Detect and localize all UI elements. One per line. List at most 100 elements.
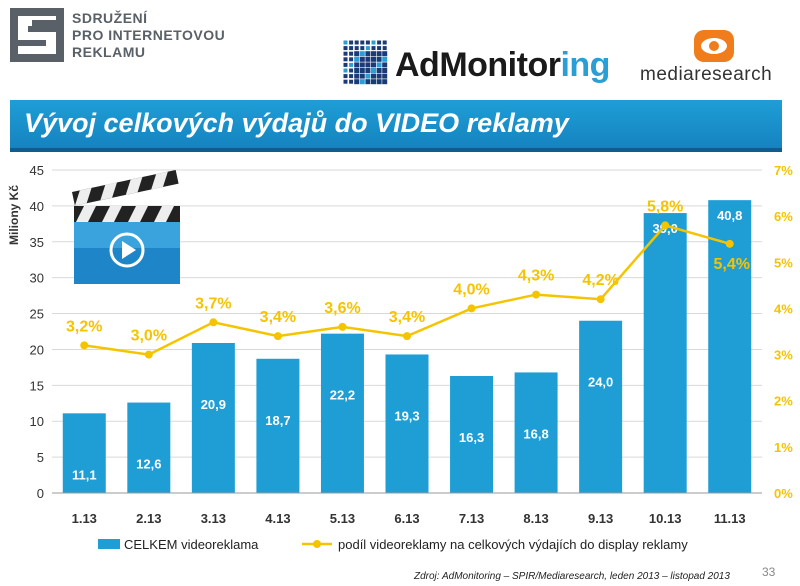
- y-tick-label: 20: [30, 342, 44, 357]
- bar: [385, 354, 429, 493]
- line-point: [661, 221, 670, 230]
- x-tick-label: 8.13: [523, 511, 548, 526]
- admonitoring-name-main: AdMonitor: [395, 46, 561, 84]
- x-tick-label: 5.13: [330, 511, 355, 526]
- page-number: 33: [762, 565, 776, 579]
- line-point: [338, 322, 347, 331]
- sir-line-1: SDRUŽENÍ: [72, 10, 148, 26]
- sir-line-2: PRO INTERNETOVOU: [72, 27, 226, 43]
- y-tick-label: 30: [30, 271, 44, 286]
- bar-value-label: 18,7: [265, 413, 290, 428]
- x-tick-label: 4.13: [265, 511, 290, 526]
- y-tick-label: 5: [37, 450, 44, 465]
- y-tick-label: 35: [30, 235, 44, 250]
- y-tick-label: 40: [30, 199, 44, 214]
- line-value-label: 3,4%: [389, 309, 425, 326]
- sir-logo: SDRUŽENÍ PRO INTERNETOVOU REKLAMU: [10, 6, 240, 68]
- x-tick-label: 6.13: [394, 511, 419, 526]
- admonitoring-name-accent: ing: [560, 46, 610, 84]
- y-tick-label: 15: [30, 378, 44, 393]
- bar: [127, 402, 171, 493]
- x-tick-label: 7.13: [459, 511, 484, 526]
- y2-tick-label: 6%: [774, 209, 793, 224]
- line-value-label: 3,4%: [260, 309, 296, 326]
- bar: [643, 213, 687, 494]
- x-tick-label: 1.13: [72, 511, 97, 526]
- y2-tick-label: 7%: [774, 163, 793, 178]
- page-title: Vývoj celkových výdajů do VIDEO reklamy: [24, 108, 569, 138]
- bar-value-label: 40,8: [717, 208, 742, 223]
- y2-tick-label: 2%: [774, 394, 793, 409]
- line-value-label: 4,2%: [582, 272, 618, 289]
- bar-series: 11,112,620,918,722,219,316,316,824,039,0…: [62, 200, 752, 494]
- bar-value-label: 19,3: [394, 408, 419, 423]
- admonitoring-grid-icon: [343, 40, 388, 85]
- sir-line-3: REKLAMU: [72, 44, 146, 60]
- line-value-label: 3,6%: [324, 300, 360, 317]
- y2-tick-label: 4%: [774, 301, 793, 316]
- line-point: [144, 350, 153, 359]
- bar: [320, 333, 364, 493]
- mediaresearch-eye-icon: [694, 30, 734, 62]
- line-point: [403, 332, 411, 341]
- line-point: [209, 318, 218, 327]
- legend-label-bar: CELKEM videoreklama: [124, 537, 259, 552]
- bar: [62, 413, 106, 493]
- sir-logo-text: SDRUŽENÍ PRO INTERNETOVOU REKLAMU: [72, 10, 225, 61]
- y2-tick-label: 3%: [774, 348, 793, 363]
- line-point: [467, 304, 476, 313]
- y2-tick-label: 1%: [774, 440, 793, 455]
- combo-chart: 11,112,620,918,722,219,316,316,824,039,0…: [7, 163, 793, 552]
- bar: [450, 376, 494, 493]
- y-tick-label: 25: [30, 307, 44, 322]
- title-banner: Vývoj celkových výdajů do VIDEO reklamy: [10, 100, 782, 152]
- line-value-label: 4,0%: [453, 281, 489, 298]
- bar-value-label: 12,6: [136, 457, 161, 472]
- clapperboard-icon: [72, 169, 180, 284]
- legend-marker-line: [313, 540, 321, 548]
- mediaresearch-logo: mediaresearch: [640, 28, 790, 92]
- line-value-label: 3,7%: [195, 295, 231, 312]
- bar: [191, 342, 235, 493]
- line-point: [532, 290, 541, 299]
- bar: [708, 200, 752, 493]
- line-series: 3,2% 3,0% 3,7% 3,4% 3,6% 3,4% 4,0% 4,3% 4,2% 5,8%…: [66, 198, 750, 359]
- x-tick-label: 3.13: [201, 511, 226, 526]
- bar: [256, 358, 300, 493]
- y2-tick-label: 0%: [774, 486, 793, 501]
- y-tick-label: 45: [30, 163, 44, 178]
- bar-value-label: 20,9: [201, 397, 226, 412]
- line-value-label: 5,4%: [713, 256, 749, 273]
- x-tick-label: 9.13: [588, 511, 613, 526]
- y-axis-label: Miliony Kč: [7, 185, 21, 245]
- line-point: [273, 332, 282, 341]
- bar-value-label: 16,3: [459, 430, 484, 445]
- line-value-label: 3,0%: [131, 328, 167, 345]
- mediaresearch-name: mediaresearch: [640, 64, 773, 85]
- admonitoring-name: AdMonitoring: [395, 46, 610, 85]
- bar-value-label: 11,1: [72, 467, 97, 482]
- x-tick-label: 10.13: [649, 511, 682, 526]
- legend-label-line: podíl videoreklamy na celkových výdajích…: [338, 537, 688, 552]
- bar-value-label: 22,2: [330, 388, 355, 403]
- x-tick-label: 11.13: [714, 511, 746, 526]
- axes: 0 5 10 15 20 25 30 35 40 45 0% 1% 2% 3% 4% 5% 6% 7% Milion…: [7, 163, 793, 526]
- legend-swatch-bar: [98, 539, 120, 549]
- bar-value-label: 24,0: [588, 375, 613, 390]
- x-tick-label: 2.13: [136, 511, 161, 526]
- bar: [579, 320, 623, 493]
- line-value-label: 3,2%: [66, 318, 102, 335]
- bar-value-label: 16,8: [523, 426, 548, 441]
- line-value-label: 4,3%: [518, 268, 554, 285]
- legend: CELKEM videoreklama podíl videoreklamy na…: [98, 537, 688, 552]
- y-tick-label: 10: [30, 414, 44, 429]
- line-point: [80, 341, 89, 350]
- y2-tick-label: 5%: [774, 255, 793, 270]
- line-point: [725, 239, 734, 248]
- sir-logo-icon: [10, 8, 64, 62]
- source-note: Zdroj: AdMonitoring – SPIR/Mediaresearch…: [414, 571, 730, 582]
- bar: [514, 372, 558, 493]
- play-icon: [109, 232, 145, 268]
- y-tick-label: 0: [37, 486, 44, 501]
- line-point: [596, 295, 605, 304]
